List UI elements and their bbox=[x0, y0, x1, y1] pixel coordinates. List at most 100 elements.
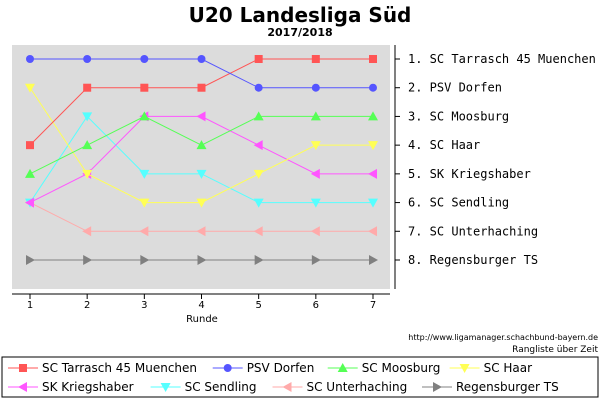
series-sc-moosburg bbox=[25, 111, 378, 178]
legend-label: Regensburger TS bbox=[456, 380, 559, 394]
legend-marker bbox=[223, 364, 232, 372]
data-point bbox=[311, 255, 321, 265]
chart-subtitle: 2017/2018 bbox=[267, 26, 332, 39]
ranking-caption: Rangliste über Zeit bbox=[512, 345, 598, 355]
data-point bbox=[369, 255, 378, 265]
data-point bbox=[197, 83, 206, 92]
legend-marker bbox=[433, 382, 442, 392]
data-point bbox=[310, 226, 320, 237]
data-point bbox=[83, 255, 93, 265]
legend-marker bbox=[18, 382, 27, 392]
data-point bbox=[140, 83, 149, 92]
x-tick-label: 1 bbox=[27, 300, 33, 311]
data-point bbox=[82, 140, 93, 150]
data-point bbox=[26, 55, 34, 63]
legend-label: SC Sendling bbox=[185, 380, 257, 394]
legend-item: Regensburger TS bbox=[422, 380, 559, 394]
data-point bbox=[310, 141, 321, 151]
y-ticks: 1. SC Tarrasch 45 Muenchen 2. PSV Dorfen 3… bbox=[395, 52, 596, 267]
legend-item: PSV Dorfen bbox=[212, 361, 315, 375]
data-point bbox=[82, 112, 93, 122]
x-tick-label: 5 bbox=[255, 300, 261, 311]
data-point bbox=[139, 198, 150, 208]
legend-label: SC Haar bbox=[484, 361, 533, 375]
data-point bbox=[26, 141, 34, 150]
source-url: http://www.ligamanager.schachbund-bayern… bbox=[408, 333, 598, 342]
data-point bbox=[369, 55, 377, 63]
data-point bbox=[253, 169, 264, 179]
data-point bbox=[25, 168, 35, 178]
x-tick-label: 7 bbox=[370, 300, 376, 311]
legend: SC Tarrasch 45 Muenchen PSV Dorfen SC Moos… bbox=[8, 361, 559, 394]
data-point bbox=[368, 141, 378, 151]
legend-item: SC Unterhaching bbox=[272, 380, 408, 394]
data-point bbox=[254, 55, 263, 63]
legend-marker bbox=[282, 382, 292, 392]
series-regensburger-ts bbox=[26, 255, 378, 265]
data-point bbox=[368, 111, 378, 121]
data-point bbox=[26, 255, 35, 265]
data-point bbox=[368, 226, 377, 237]
data-point bbox=[196, 111, 206, 122]
data-point bbox=[369, 83, 377, 92]
data-point bbox=[310, 168, 320, 179]
legend-marker bbox=[19, 364, 27, 372]
data-point bbox=[83, 55, 92, 63]
y-tick-label: 5. SK Kriegshaber bbox=[408, 167, 531, 181]
x-ticks: 1 2 3 4 5 6 7 bbox=[27, 294, 376, 311]
legend-item: SC Moosburg bbox=[327, 361, 441, 375]
x-axis-label: Runde bbox=[186, 314, 218, 325]
legend-label: SC Tarrasch 45 Muenchen bbox=[42, 361, 197, 375]
data-point bbox=[311, 55, 320, 63]
data-point bbox=[368, 198, 378, 208]
y-tick-label: 7. SC Unterhaching bbox=[408, 224, 538, 238]
y-tick-label: 6. SC Sendling bbox=[408, 196, 509, 210]
x-tick-label: 6 bbox=[313, 300, 319, 311]
data-point bbox=[368, 168, 377, 179]
plot-area bbox=[12, 45, 390, 289]
data-point bbox=[25, 197, 34, 208]
legend-label: SK Kriegshaber bbox=[42, 380, 134, 394]
legend-label: PSV Dorfen bbox=[247, 361, 315, 375]
x-tick-label: 2 bbox=[84, 300, 90, 311]
legend-label: SC Unterhaching bbox=[307, 380, 408, 394]
data-point bbox=[253, 111, 264, 121]
y-tick-label: 1. SC Tarrasch 45 Muenchen bbox=[408, 52, 596, 66]
legend-item: SC Tarrasch 45 Muenchen bbox=[8, 361, 197, 375]
legend-marker bbox=[337, 363, 348, 372]
data-point bbox=[254, 255, 264, 265]
data-point bbox=[83, 83, 92, 92]
x-tick-label: 4 bbox=[198, 300, 204, 311]
y-tick-label: 4. SC Haar bbox=[408, 138, 480, 152]
data-point bbox=[140, 55, 149, 63]
data-point bbox=[196, 140, 207, 150]
x-tick-label: 3 bbox=[141, 300, 147, 311]
data-point bbox=[253, 140, 263, 151]
legend-box bbox=[1, 356, 599, 398]
data-point bbox=[82, 226, 92, 237]
data-point bbox=[310, 111, 321, 121]
data-point bbox=[196, 198, 207, 208]
data-point bbox=[253, 198, 264, 208]
series-layer bbox=[25, 55, 378, 265]
legend-label: SC Moosburg bbox=[362, 361, 441, 375]
y-tick-label: 3. SC Moosburg bbox=[408, 109, 509, 123]
data-point bbox=[310, 198, 321, 208]
y-tick-label: 8. Regensburger TS bbox=[408, 253, 538, 267]
legend-item: SC Haar bbox=[449, 361, 533, 375]
data-point bbox=[139, 226, 149, 237]
series-psv-dorfen bbox=[26, 55, 377, 92]
chart-title: U20 Landesliga Süd bbox=[189, 3, 412, 27]
data-point bbox=[253, 226, 263, 237]
series-sc-haar bbox=[25, 83, 378, 208]
data-point bbox=[82, 169, 93, 179]
legend-item: SK Kriegshaber bbox=[8, 380, 134, 394]
legend-marker bbox=[459, 364, 470, 373]
data-point bbox=[139, 169, 150, 179]
data-point bbox=[197, 255, 207, 265]
legend-item: SC Sendling bbox=[150, 380, 257, 394]
data-point bbox=[140, 255, 150, 265]
data-point bbox=[254, 83, 263, 92]
data-point bbox=[196, 226, 206, 237]
